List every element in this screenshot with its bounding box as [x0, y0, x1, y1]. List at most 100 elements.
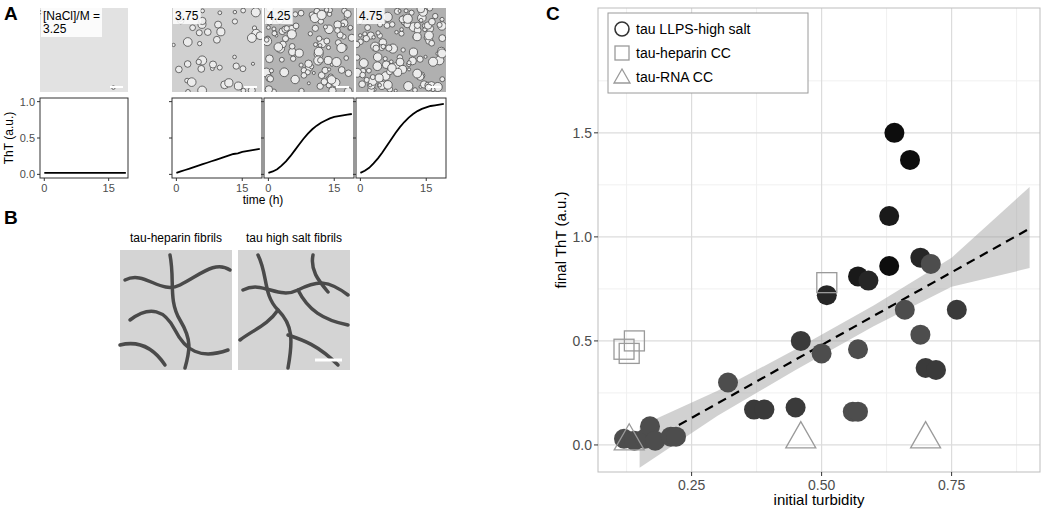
- y-tick: [353, 174, 356, 175]
- droplet: [400, 28, 404, 32]
- data-point: [718, 373, 738, 393]
- scale-bar: [428, 86, 441, 88]
- droplet: [267, 76, 273, 82]
- droplet: [376, 31, 380, 35]
- scatter-chart: 0.250.500.750.00.51.01.5initial turbidit…: [552, 8, 1040, 508]
- y-tick: [37, 174, 40, 175]
- droplet: [269, 69, 273, 73]
- micrograph-bg: [40, 8, 128, 92]
- scale-bar: [110, 86, 123, 88]
- droplet: [375, 74, 383, 82]
- droplet: [187, 78, 196, 87]
- fibril: [258, 255, 291, 368]
- droplet: [398, 9, 401, 12]
- droplet: [293, 12, 298, 17]
- droplet: [414, 22, 420, 28]
- droplet: [264, 38, 269, 43]
- minor-grid: [598, 184, 1040, 185]
- droplet: [413, 69, 422, 78]
- droplet: [429, 57, 438, 66]
- y-tick: [261, 101, 264, 102]
- plot-area: [44, 172, 126, 173]
- panel-label: A: [4, 3, 18, 24]
- droplet: [335, 28, 341, 34]
- droplet: [291, 75, 299, 83]
- y-tick: [353, 138, 356, 139]
- y-tick: [261, 174, 264, 175]
- data-point: [848, 402, 868, 422]
- data-point: [911, 422, 941, 448]
- y-tick: [594, 132, 598, 133]
- droplet: [172, 43, 175, 46]
- droplet: [266, 55, 274, 63]
- droplet: [301, 73, 307, 79]
- droplet: [274, 43, 283, 52]
- data-point: [895, 300, 915, 320]
- tem-bg: [238, 250, 350, 370]
- data-point: [812, 343, 832, 363]
- data-point: [791, 331, 811, 351]
- grid-line: [598, 132, 1040, 133]
- droplet: [204, 29, 211, 36]
- x-tick: [821, 472, 822, 476]
- y-tick: [169, 101, 172, 102]
- x-tick: [691, 472, 692, 476]
- droplet: [364, 77, 369, 82]
- droplet: [299, 63, 303, 67]
- fibril: [312, 255, 328, 292]
- grid-line: [598, 236, 1040, 237]
- y-tick: [594, 444, 598, 445]
- droplet: [312, 25, 318, 31]
- droplet: [272, 31, 277, 36]
- droplet: [371, 42, 380, 51]
- droplet: [429, 40, 435, 46]
- droplet: [404, 82, 413, 91]
- droplet: [403, 14, 412, 23]
- droplet: [401, 48, 405, 52]
- droplet: [390, 22, 395, 27]
- data-point: [947, 300, 967, 320]
- x-tick-label: 15: [420, 182, 432, 194]
- droplet: [356, 55, 360, 61]
- droplet: [348, 34, 354, 41]
- micrograph-title: 4.25: [267, 9, 291, 23]
- droplet: [433, 13, 438, 18]
- droplet: [440, 17, 444, 21]
- droplet: [326, 46, 330, 50]
- droplet: [395, 30, 399, 34]
- droplet: [312, 71, 315, 74]
- droplet: [384, 23, 390, 29]
- droplet: [308, 32, 312, 36]
- micrograph-title-group: [NaCl]/M =3.25: [41, 8, 102, 37]
- plot-area: [268, 114, 351, 173]
- droplet: [363, 35, 369, 41]
- plot-frame: [598, 8, 1040, 472]
- image-caption: tau high salt fibrils: [246, 231, 342, 245]
- x-tick: [176, 178, 177, 181]
- droplet: [409, 48, 417, 56]
- micrograph: 4.25: [262, 5, 355, 95]
- x-tick-label: 15: [328, 182, 340, 194]
- droplet: [240, 66, 246, 72]
- x-tick: [268, 178, 269, 181]
- micrograph-body: [172, 8, 262, 92]
- droplet: [404, 9, 408, 13]
- droplet: [290, 56, 295, 61]
- legend-symbol: [615, 46, 629, 60]
- legend: tau LLPS-high salttau-heparin CCtau-RNA …: [608, 13, 808, 93]
- fit-line: [640, 229, 1030, 447]
- micrograph-body: [356, 8, 446, 92]
- plot-frame: [172, 98, 262, 178]
- droplet: [384, 81, 393, 90]
- droplet: [359, 59, 368, 68]
- y-tick: [37, 101, 40, 102]
- micrograph: 4.75: [353, 5, 447, 93]
- title-bg: [265, 8, 293, 24]
- x-tick: [242, 178, 243, 181]
- droplet: [267, 26, 271, 30]
- x-tick-label: 0.75: [938, 477, 965, 493]
- droplet: [373, 62, 382, 71]
- mini-chart: 015: [169, 98, 262, 194]
- droplet: [425, 31, 434, 40]
- droplet: [370, 75, 375, 80]
